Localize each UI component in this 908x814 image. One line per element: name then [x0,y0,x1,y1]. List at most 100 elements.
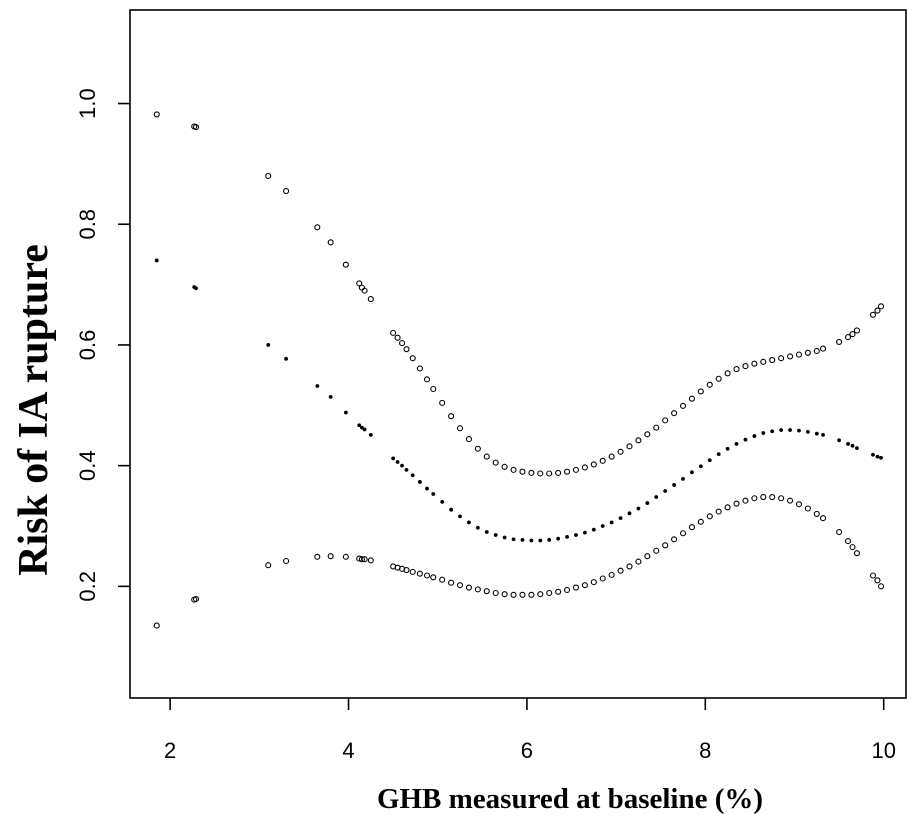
data-point [492,589,499,597]
data-point [555,588,562,595]
data-point [706,381,713,388]
y-tick-label: 0.2 [75,571,100,602]
data-point [465,584,472,591]
data-point [425,486,429,491]
data-point [769,356,776,364]
data-point [529,538,534,543]
data-point [654,495,659,499]
data-point [367,296,374,303]
data-point [662,542,669,549]
plot-frame [129,9,907,699]
data-point [788,428,792,432]
data-point [474,445,481,452]
x-tick-label: 2 [164,738,176,763]
y-tick-label: 1.0 [75,88,100,119]
data-point [752,434,757,438]
data-point [715,375,722,382]
data-point [671,410,678,417]
data-point [404,467,409,472]
data-point [394,334,401,341]
data-point [795,351,803,358]
data-point [483,453,490,460]
data-point [417,480,422,484]
data-point [474,586,481,593]
data-point [456,582,464,589]
data-point [869,572,877,579]
data-point [194,286,198,291]
data-point [581,582,588,589]
data-point [410,473,415,478]
data-point [688,524,695,531]
data-point [645,501,650,505]
data-point [681,477,685,481]
data-point [853,550,860,557]
data-point [502,535,507,540]
data-point [836,338,843,345]
data-point [617,567,624,574]
data-point [590,579,597,586]
data-point [778,355,785,362]
data-point [627,511,632,516]
data-point [724,370,731,377]
x-axis: 2 4 6 8 10 [164,698,896,763]
data-point [581,464,588,471]
data-point [715,508,722,515]
data-point [564,468,571,475]
data-point [439,399,446,406]
y-axis: 0.2 0.4 0.6 0.8 1.0 [75,88,130,602]
data-point [361,287,368,294]
data-point [813,510,820,517]
data-point [475,525,480,530]
data-point [590,461,597,468]
data-point [742,363,749,370]
data-point [458,514,462,519]
data-point [565,534,569,539]
data-point [804,349,811,356]
x-axis-title: GHB measured at baseline (%) [377,783,763,814]
data-point [574,533,578,537]
data-point [797,428,801,433]
data-point [582,530,587,535]
data-point [751,360,758,367]
data-point [192,124,200,131]
data-point [879,455,883,460]
x-tick-label: 8 [699,738,711,763]
data-point [510,591,517,598]
data-point [849,544,856,551]
data-point [869,311,877,318]
data-point [572,466,580,473]
data-point [546,589,553,597]
data-point [328,394,333,399]
data-point [760,493,767,501]
data-point [779,428,784,432]
data-point [846,442,850,446]
data-point [519,591,526,598]
data-point [547,537,552,542]
y-tick-label: 0.4 [75,450,100,481]
data-point [600,524,605,528]
data-point [520,537,525,542]
data-point [697,518,704,525]
data-point [626,563,633,570]
data-point [356,280,363,287]
data-point [440,499,445,504]
data-point [492,459,499,466]
data-point [439,576,446,583]
data-point [617,448,624,455]
data-point [538,538,543,543]
data-point [449,507,454,512]
data-point [448,579,455,586]
data-point [564,586,571,594]
data-point [874,307,881,314]
data-point [877,583,885,590]
data-point [416,570,423,577]
data-point [672,483,676,487]
data-point [805,429,810,434]
x-tick-label: 4 [342,738,354,763]
data-point [733,366,740,373]
data-point [819,345,827,352]
data-point [367,557,374,564]
data-point [769,493,776,501]
data-point [283,188,290,195]
